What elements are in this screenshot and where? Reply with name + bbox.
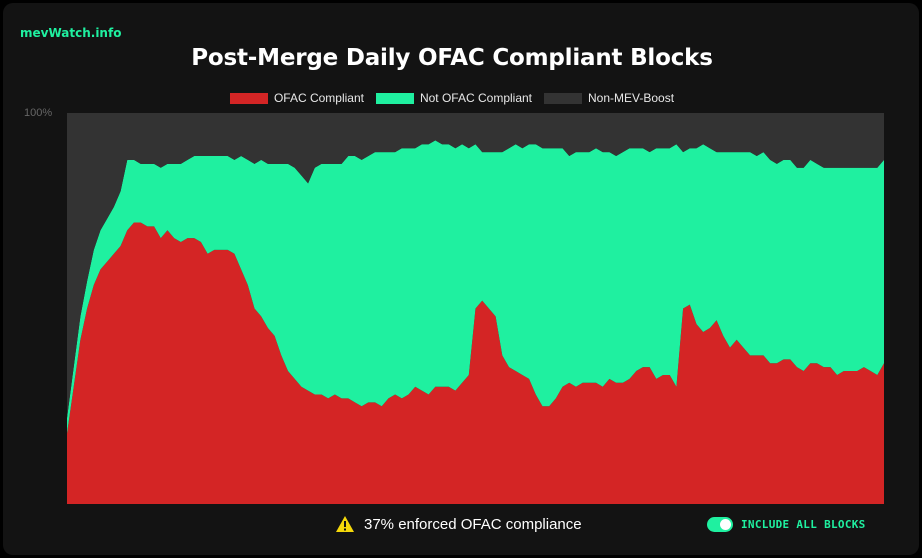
y-tick-label-100: 100% (24, 107, 53, 119)
legend-swatch-ofac (229, 92, 268, 104)
toggle-knob (720, 519, 731, 530)
legend-label-non-mev: Non-MEV-Boost (588, 91, 675, 105)
legend-item-not-ofac[interactable]: Not OFAC Compliant (375, 91, 533, 105)
area-series-non-mev-boost (67, 113, 884, 418)
chart-plot (67, 113, 884, 505)
warning-triangle-icon (336, 516, 354, 532)
legend-swatch-non-mev (544, 92, 583, 104)
area-series-not-ofac-compliant (67, 140, 884, 434)
legend-swatch-not-ofac (375, 92, 414, 104)
chart-footer: 37% enforced OFAC compliance INCLUDE ALL… (3, 513, 919, 539)
legend-item-ofac[interactable]: OFAC Compliant (229, 91, 364, 105)
legend-label-ofac: OFAC Compliant (273, 91, 364, 105)
toggle-switch[interactable] (707, 517, 733, 532)
chart-panel: mevWatch.info Post-Merge Daily OFAC Comp… (3, 3, 919, 555)
compliance-text: 37% enforced OFAC compliance (364, 515, 582, 533)
chart-title: Post-Merge Daily OFAC Compliant Blocks (191, 45, 713, 71)
legend-item-non-mev[interactable]: Non-MEV-Boost (544, 91, 674, 105)
area-series-ofac-compliant (67, 222, 884, 505)
brand-logo-text[interactable]: mevWatch.info (20, 26, 122, 40)
legend-label-not-ofac: Not OFAC Compliant (419, 91, 533, 105)
include-all-blocks-toggle[interactable]: INCLUDE ALL BLOCKS (707, 517, 866, 532)
chart-legend: OFAC Compliant Not OFAC Compliant Non-ME… (3, 91, 901, 105)
toggle-label: INCLUDE ALL BLOCKS (741, 518, 866, 531)
compliance-summary: 37% enforced OFAC compliance (335, 515, 582, 533)
